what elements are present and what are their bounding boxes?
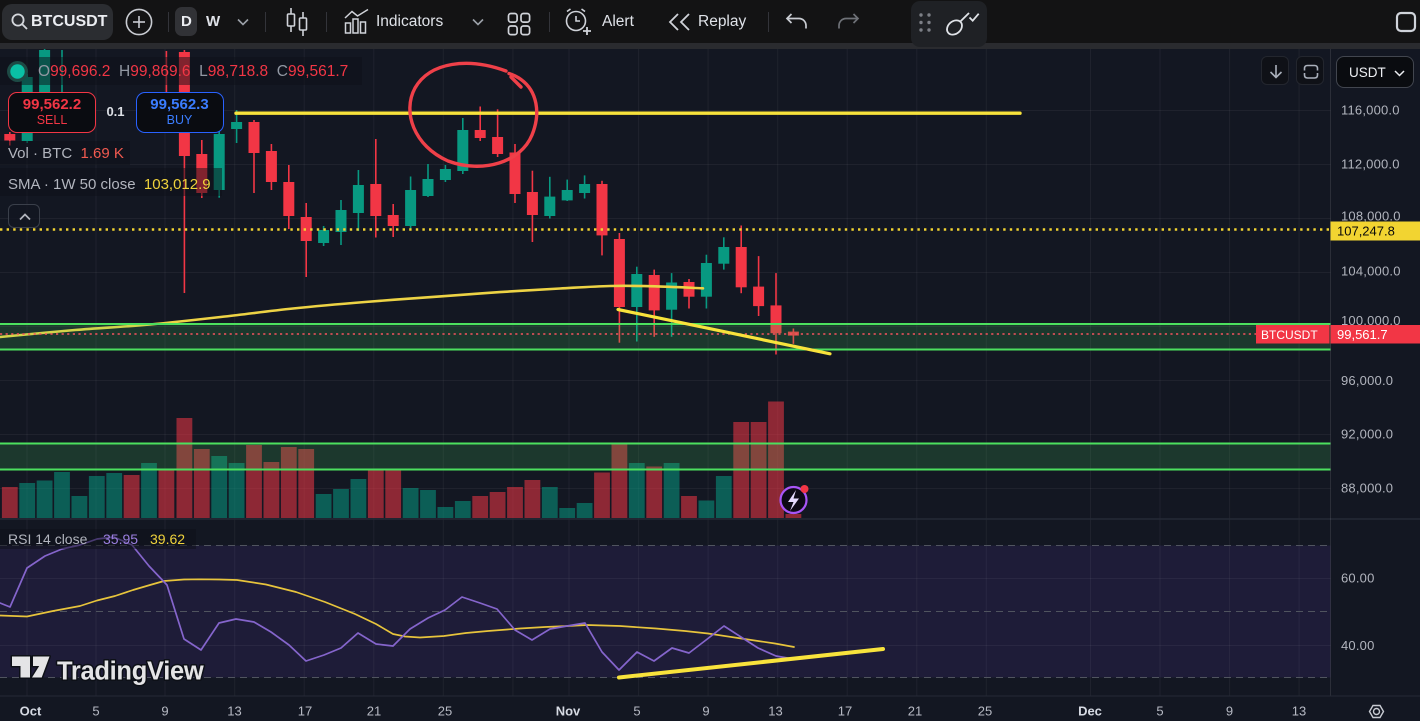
svg-text:99,561.7: 99,561.7	[1337, 327, 1388, 342]
svg-text:107,247.8: 107,247.8	[1337, 224, 1395, 239]
svg-text:9: 9	[161, 704, 168, 719]
svg-text:60.00: 60.00	[1341, 571, 1375, 586]
svg-text:5: 5	[1156, 704, 1163, 719]
svg-text:21: 21	[908, 704, 922, 719]
svg-text:Nov: Nov	[556, 704, 581, 719]
svg-text:88,000.0: 88,000.0	[1341, 481, 1393, 496]
svg-text:TradingView: TradingView	[57, 658, 204, 686]
svg-text:100,000.0: 100,000.0	[1341, 313, 1401, 328]
svg-text:108,000.0: 108,000.0	[1341, 208, 1401, 223]
svg-text:9: 9	[702, 704, 709, 719]
svg-text:116,000.0: 116,000.0	[1341, 103, 1400, 118]
svg-text:13: 13	[227, 704, 241, 719]
svg-text:17: 17	[298, 704, 312, 719]
svg-text:25: 25	[438, 704, 452, 719]
svg-text:Oct: Oct	[20, 704, 42, 719]
svg-text:9: 9	[1226, 704, 1233, 719]
svg-text:96,000.0: 96,000.0	[1341, 373, 1393, 388]
svg-text:13: 13	[1292, 704, 1306, 719]
svg-text:5: 5	[633, 704, 640, 719]
svg-text:17: 17	[838, 704, 852, 719]
svg-text:BTCUSDT: BTCUSDT	[1261, 328, 1318, 342]
svg-text:25: 25	[978, 704, 992, 719]
svg-text:40.00: 40.00	[1341, 638, 1375, 653]
svg-text:13: 13	[768, 704, 782, 719]
svg-text:Dec: Dec	[1078, 704, 1102, 719]
svg-text:21: 21	[367, 704, 381, 719]
svg-text:104,000.0: 104,000.0	[1341, 263, 1401, 278]
svg-text:112,000.0: 112,000.0	[1341, 157, 1400, 172]
svg-text:92,000.0: 92,000.0	[1341, 427, 1393, 442]
svg-text:5: 5	[92, 704, 99, 719]
